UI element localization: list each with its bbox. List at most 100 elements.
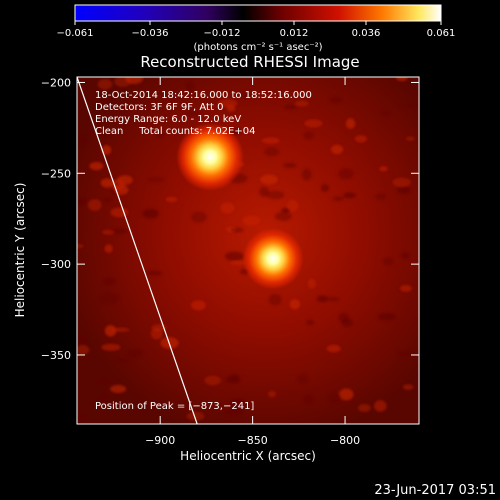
ripple-blob <box>102 229 115 235</box>
ripple-blob <box>375 193 387 200</box>
ripple-blob <box>114 77 132 87</box>
ripple-blob <box>147 177 165 183</box>
ripple-blob <box>104 244 113 253</box>
ripple-blob <box>392 177 411 188</box>
ripple-blob <box>268 294 282 306</box>
ripple-blob <box>400 251 410 260</box>
ripple-blob <box>110 207 129 218</box>
clean-ripples <box>77 77 419 421</box>
ripple-blob <box>338 312 349 323</box>
x-tick-label: −850 <box>238 434 268 447</box>
source-blob <box>242 228 304 290</box>
colorbar-tick-label: −0.012 <box>203 28 240 39</box>
ripple-blob <box>98 392 110 404</box>
ripple-blob <box>260 174 278 185</box>
ripple-blob <box>402 384 414 390</box>
ripple-blob <box>142 208 159 219</box>
ripple-blob <box>101 343 121 351</box>
ripple-blob <box>283 162 297 169</box>
x-tick-label: −800 <box>330 434 360 447</box>
footer-timestamp: 23-Jun-2017 03:51 <box>374 483 496 498</box>
ripple-blob <box>325 297 340 302</box>
detectors-annotation: Detectors: 3F 6F 9F, Att 0 <box>95 102 223 113</box>
ripple-blob <box>345 118 356 129</box>
y-tick-label: −250 <box>41 167 71 180</box>
ripple-blob <box>281 207 291 213</box>
ripple-blob <box>101 145 112 155</box>
ripple-blob <box>77 244 84 249</box>
ripple-blob <box>307 278 317 289</box>
ripple-blob <box>240 91 252 100</box>
ripple-blob <box>379 166 388 172</box>
ripple-blob <box>297 373 309 385</box>
ripple-blob <box>77 334 87 345</box>
colorbar-tick-label: −0.061 <box>56 28 93 39</box>
solar-limb-line <box>77 77 198 424</box>
peak-position-annotation: Position of Peak = [−873,−241] <box>95 401 254 412</box>
ripple-blob <box>77 134 89 147</box>
ripple-blob <box>357 403 371 413</box>
ripple-blob <box>326 344 341 353</box>
ripple-blob <box>343 192 356 199</box>
source-blob <box>176 122 245 191</box>
ripple-blob <box>220 202 235 214</box>
ripple-blob <box>217 98 238 108</box>
ripple-blob <box>110 384 127 393</box>
ripple-blob <box>283 104 297 110</box>
ripple-blob <box>224 408 244 417</box>
ripple-blob <box>96 378 112 386</box>
ripple-blob <box>230 260 247 266</box>
ripple-blob <box>301 168 312 181</box>
ripple-blob <box>329 97 343 104</box>
sources <box>176 122 304 290</box>
ripple-blob <box>354 135 368 143</box>
ripple-blob <box>77 345 90 355</box>
axis-ticks: −900 −850 −800 −200 −250 −300 −350 <box>41 76 419 447</box>
x-axis-label: Heliocentric X (arcsec) <box>180 449 316 463</box>
ripple-blob <box>155 132 165 138</box>
ripple-blob <box>267 390 277 398</box>
ripple-blob <box>377 313 397 321</box>
ripple-blob <box>103 277 116 286</box>
plot-image <box>77 77 419 424</box>
ripple-blob <box>316 295 328 303</box>
ripple-blob <box>190 211 207 223</box>
ripple-blob <box>146 270 163 276</box>
y-tick-label: −300 <box>41 258 71 271</box>
y-tick-label: −200 <box>41 76 71 89</box>
ripple-blob <box>266 190 285 200</box>
ripple-blob <box>225 251 244 261</box>
energy-range-annotation: Energy Range: 6.0 - 12.0 keV <box>95 114 241 125</box>
colorbar-tick-label: 0.036 <box>352 28 381 39</box>
ripple-blob <box>165 196 178 203</box>
ripple-blob <box>337 168 354 180</box>
ripple-blob <box>294 100 309 107</box>
ripple-blob <box>77 413 87 420</box>
ripple-blob <box>320 184 330 193</box>
ripple-blob <box>330 144 344 155</box>
ripple-blob <box>231 227 244 233</box>
ripple-blob <box>304 119 323 128</box>
ripple-blob <box>100 97 111 104</box>
ripple-blob <box>117 175 133 185</box>
ripple-blob <box>264 147 280 157</box>
ripple-blob <box>405 136 416 141</box>
ripple-blob <box>303 131 314 140</box>
colorbar-tick-label: 0.012 <box>280 28 309 39</box>
ripple-blob <box>261 137 280 144</box>
ripple-blob <box>229 373 240 382</box>
ripple-blob <box>399 285 412 292</box>
ripple-blob <box>104 325 117 337</box>
y-tick-label: −350 <box>41 349 71 362</box>
ripple-blob <box>378 110 392 117</box>
ripple-blob <box>242 215 261 226</box>
ripple-blob <box>338 388 354 401</box>
ripple-blob <box>186 411 205 421</box>
colorbar-ticks: −0.061 −0.036 −0.012 0.012 0.036 0.061 <box>56 21 455 39</box>
ripple-blob <box>89 161 104 171</box>
ripple-blob <box>400 103 419 109</box>
ripple-blob <box>289 299 301 310</box>
ripple-blob <box>332 196 344 202</box>
ripple-blob <box>100 178 114 188</box>
ripple-blob <box>190 300 206 311</box>
